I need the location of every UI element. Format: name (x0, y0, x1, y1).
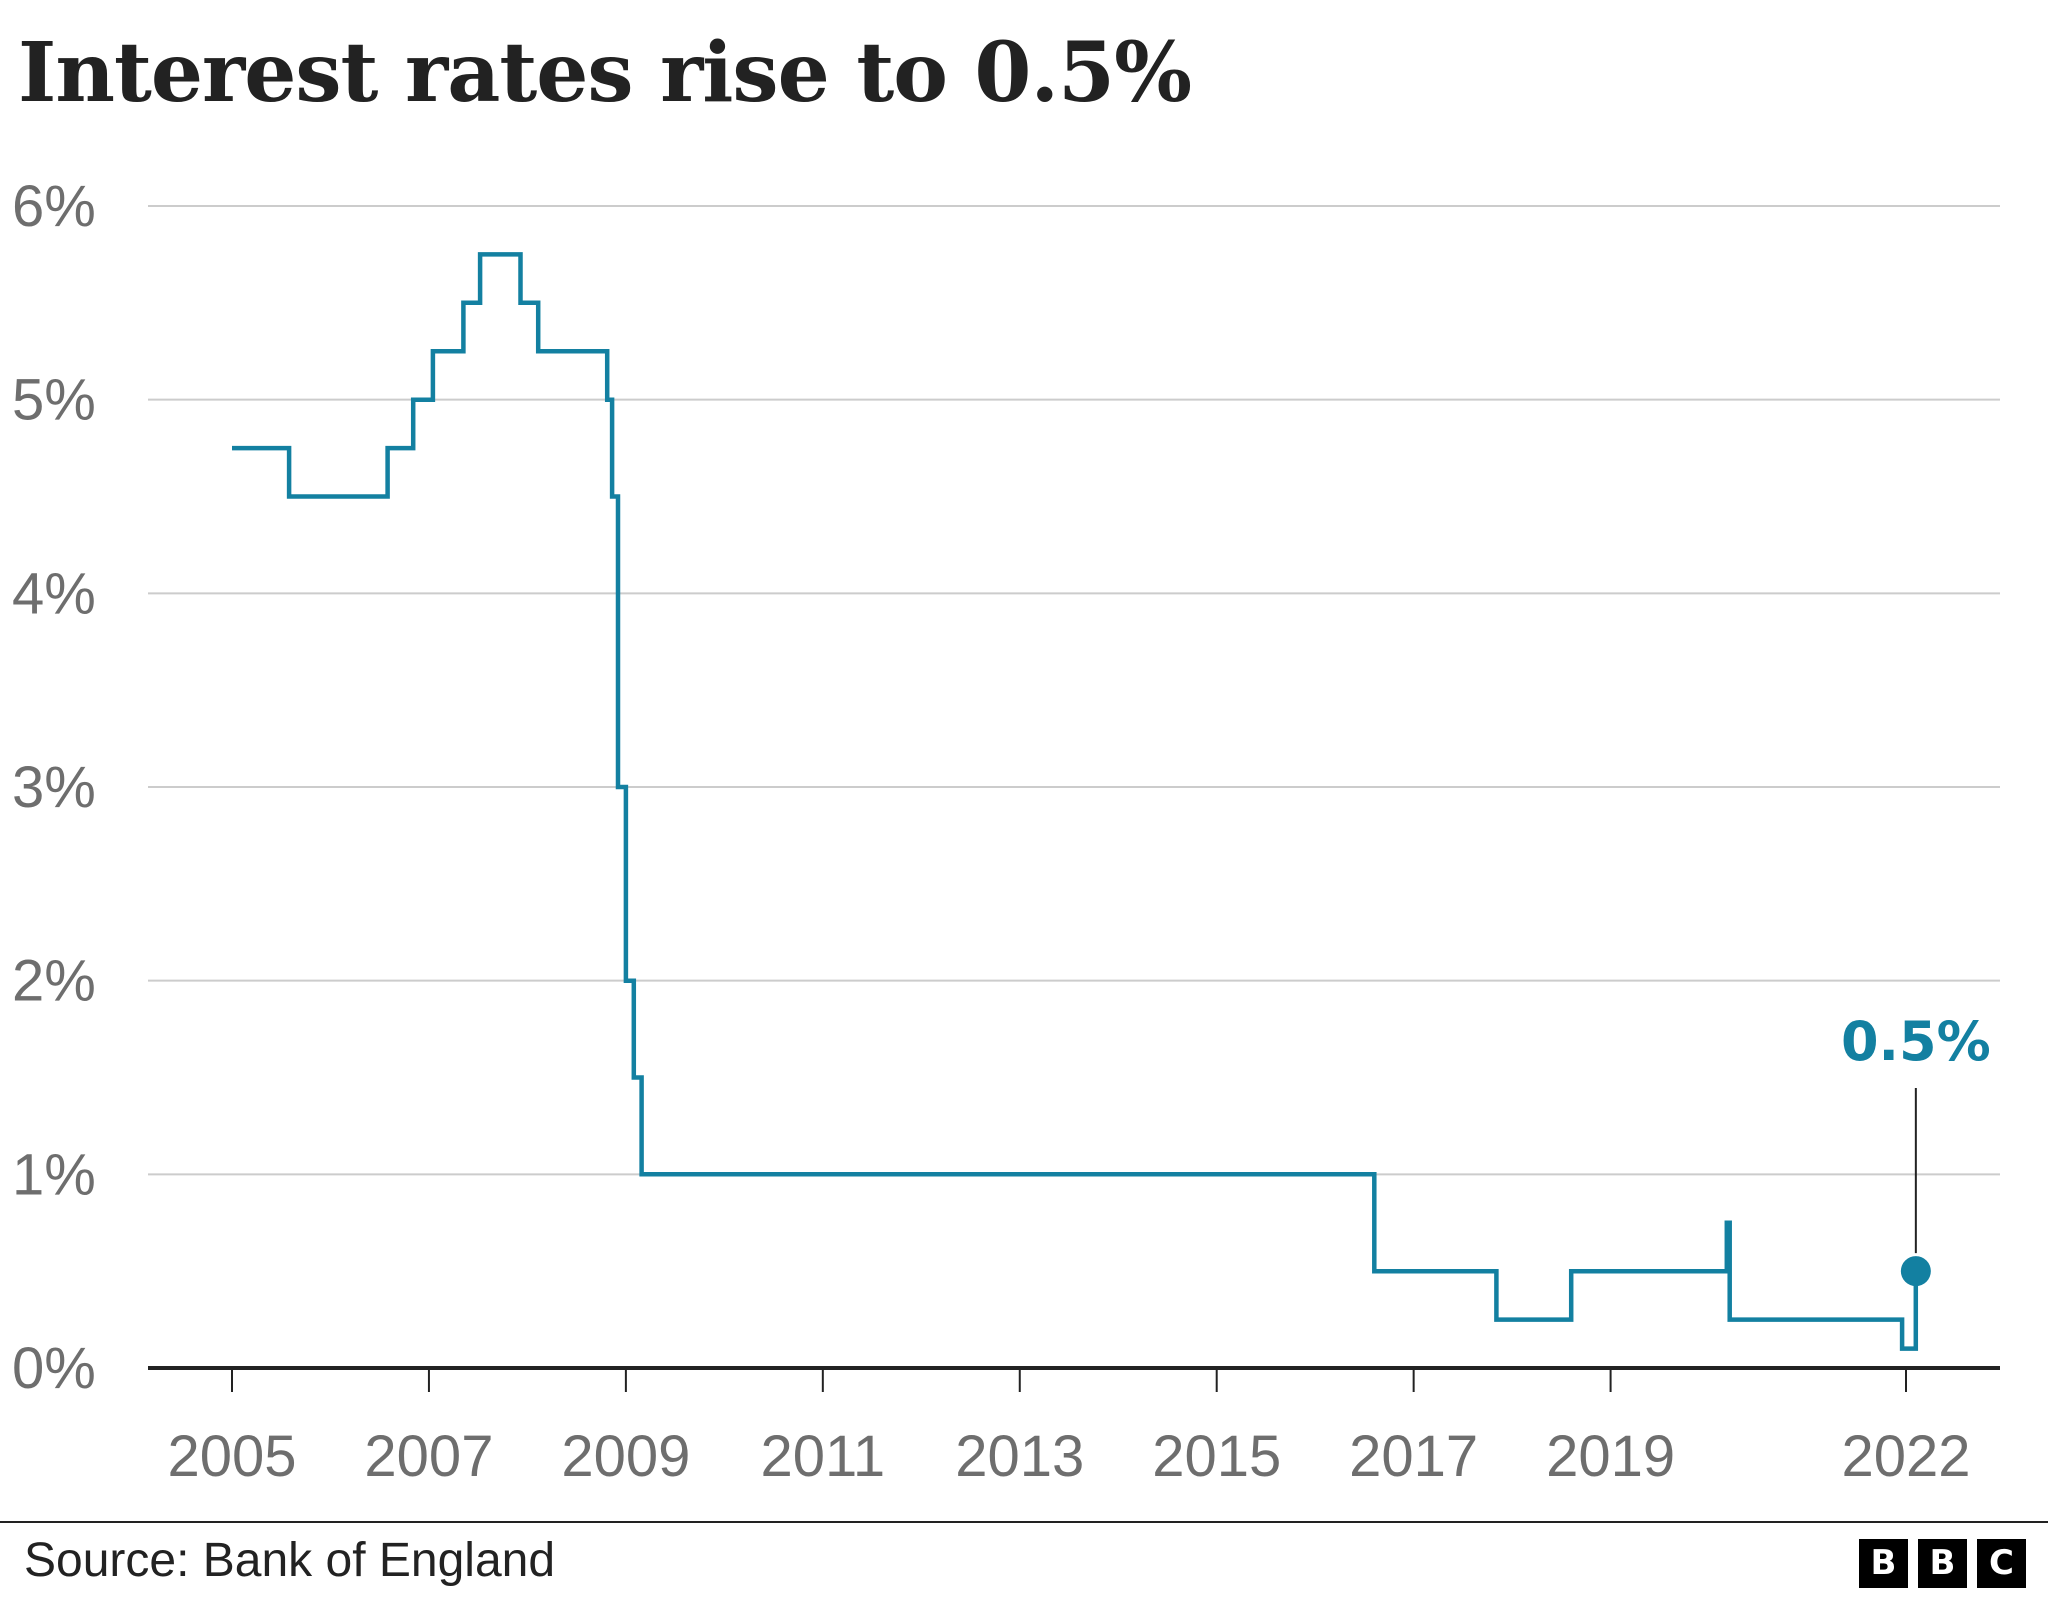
gridlines (148, 205, 2000, 1176)
x-axis (148, 1366, 2000, 1392)
x-tick-label-2007: 2007 (364, 1424, 493, 1489)
y-axis-tick-labels: 0% 1% 2% 3% 4% 5% 6% (12, 174, 96, 1401)
bbc-logo-block-b2: B (1918, 1539, 1967, 1588)
x-tick-label-2005: 2005 (167, 1424, 296, 1489)
annotation-label: 0.5% (1841, 1010, 1991, 1073)
series-line-0 (232, 252, 1919, 1351)
bbc-logo-block-b1: B (1859, 1539, 1908, 1588)
y-tick-label-2: 2% (12, 949, 96, 1014)
x-tick-label-2009: 2009 (561, 1424, 690, 1489)
y-tick-label-6: 6% (12, 174, 96, 239)
x-tick-label-2019: 2019 (1546, 1424, 1675, 1489)
bbc-logo-block-c: C (1977, 1539, 2026, 1588)
x-tick-label-2013: 2013 (955, 1424, 1084, 1489)
y-tick-label-4: 4% (12, 561, 96, 626)
x-axis-tick-labels: 2005 2007 2009 2011 2013 2015 2017 2019 2022 (167, 1424, 1970, 1489)
footer-divider (0, 1521, 2048, 1523)
bbc-logo: B B C (1859, 1539, 2026, 1588)
annotation-layer: 0.5% (1841, 1010, 1991, 1287)
x-tick-label-2015: 2015 (1152, 1424, 1281, 1489)
x-tick-label-2017: 2017 (1349, 1424, 1478, 1489)
y-tick-label-1: 1% (12, 1142, 96, 1207)
chart-title: Interest rates rise to 0.5% (18, 25, 1192, 121)
source-text: Source: Bank of England (24, 1534, 556, 1587)
x-tick-label-2022: 2022 (1841, 1424, 1970, 1489)
y-tick-label-0: 0% (12, 1336, 96, 1401)
line-chart: 0%1%2%3%4%5%6% 2005 2007 2009 2011 2013 2015 2… (12, 174, 2000, 1489)
y-tick-label-5: 5% (12, 368, 96, 433)
end-point-marker (1900, 1256, 1931, 1287)
series-layer (232, 252, 1919, 1351)
x-tick-label-2011: 2011 (760, 1424, 885, 1489)
y-tick-label-3: 3% (12, 755, 96, 820)
